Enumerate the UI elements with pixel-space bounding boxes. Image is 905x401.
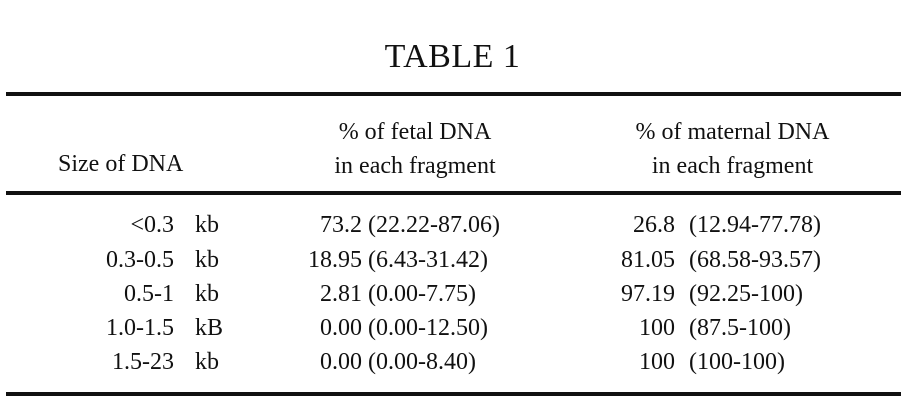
fetal-percent: 0.00	[320, 345, 362, 379]
fetal-percent: 18.95	[308, 243, 362, 277]
table-row: 1.5-23 kb 0.00 (0.00-8.40) 100 (100-100)	[0, 345, 905, 379]
fetal-percent: 2.81	[320, 277, 362, 311]
maternal-percent: 26.8	[633, 208, 675, 242]
maternal-percent: 100	[639, 311, 675, 345]
maternal-range: (100-100)	[689, 345, 785, 379]
size-unit: kb	[195, 243, 219, 277]
table-row: 0.3-0.5 kb 18.95 (6.43-31.42) 81.05 (68.…	[0, 243, 905, 277]
maternal-percent: 97.19	[621, 277, 675, 311]
size-unit: kB	[195, 311, 223, 345]
size-unit: kb	[195, 208, 219, 242]
size-value: <0.3	[130, 208, 174, 242]
header-maternal-line2: in each fragment	[600, 149, 865, 183]
table-row: 1.0-1.5 kB 0.00 (0.00-12.50) 100 (87.5-1…	[0, 311, 905, 345]
header-fetal-dna: % of fetal DNA in each fragment	[295, 115, 535, 183]
header-size-of-dna: Size of DNA	[58, 147, 183, 181]
size-value: 0.3-0.5	[106, 243, 174, 277]
fetal-range: (22.22-87.06)	[368, 208, 500, 242]
header-maternal-line1: % of maternal DNA	[600, 115, 865, 149]
size-unit: kb	[195, 345, 219, 379]
size-value: 1.5-23	[112, 345, 174, 379]
header-fetal-line1: % of fetal DNA	[295, 115, 535, 149]
table-title: TABLE 1	[0, 38, 905, 76]
fetal-range: (0.00-7.75)	[368, 277, 476, 311]
size-unit: kb	[195, 277, 219, 311]
maternal-range: (87.5-100)	[689, 311, 791, 345]
top-rule	[6, 92, 901, 96]
header-rule	[6, 191, 901, 195]
fetal-range: (0.00-12.50)	[368, 311, 488, 345]
maternal-range: (92.25-100)	[689, 277, 803, 311]
size-value: 1.0-1.5	[106, 311, 174, 345]
size-value: 0.5-1	[124, 277, 174, 311]
maternal-range: (12.94-77.78)	[689, 208, 821, 242]
maternal-range: (68.58-93.57)	[689, 243, 821, 277]
fetal-percent: 0.00	[320, 311, 362, 345]
fetal-range: (0.00-8.40)	[368, 345, 476, 379]
maternal-percent: 100	[639, 345, 675, 379]
table-row: 0.5-1 kb 2.81 (0.00-7.75) 97.19 (92.25-1…	[0, 277, 905, 311]
header-maternal-dna: % of maternal DNA in each fragment	[600, 115, 865, 183]
header-fetal-line2: in each fragment	[295, 149, 535, 183]
bottom-rule	[6, 392, 901, 396]
fetal-range: (6.43-31.42)	[368, 243, 488, 277]
table-row: <0.3 kb 73.2 (22.22-87.06) 26.8 (12.94-7…	[0, 208, 905, 242]
maternal-percent: 81.05	[621, 243, 675, 277]
fetal-percent: 73.2	[320, 208, 362, 242]
